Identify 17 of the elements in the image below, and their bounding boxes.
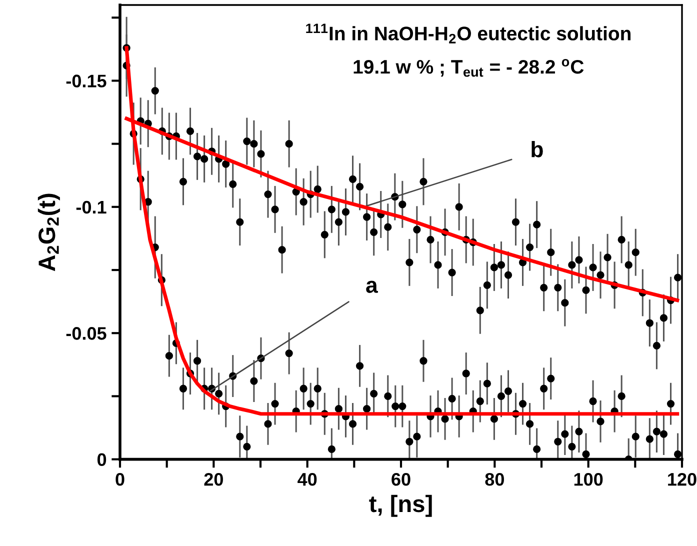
x-tick-label: 60 xyxy=(392,472,410,486)
x-tick-label: 40 xyxy=(298,472,317,486)
x-tick-label: 100 xyxy=(574,472,603,486)
x-tick-label: 0 xyxy=(116,472,124,486)
y-tick-label: -0.1 xyxy=(76,200,106,214)
x-axis-title: t, [ns] xyxy=(369,494,432,517)
annotation: b xyxy=(532,141,543,158)
y-tick-label: -0.15 xyxy=(66,74,106,88)
y-tick-label: -0.05 xyxy=(66,327,106,340)
y-tick-label: 0 xyxy=(97,453,106,466)
annotation: a xyxy=(366,280,378,293)
x-tick-label: 20 xyxy=(204,472,223,486)
text: $^{111}$In in NaOH-H$_{2}$O eutectic solution xyxy=(306,24,630,44)
x-tick-label: 120 xyxy=(668,472,696,486)
x-tick-label: 80 xyxy=(485,472,504,486)
text: 19.1 w % ; T$_{eut}$ = - 28.2 $^{o}$C xyxy=(354,59,584,77)
y-axis-title: A$_{2}$G$_{2}$(t) xyxy=(38,194,60,272)
